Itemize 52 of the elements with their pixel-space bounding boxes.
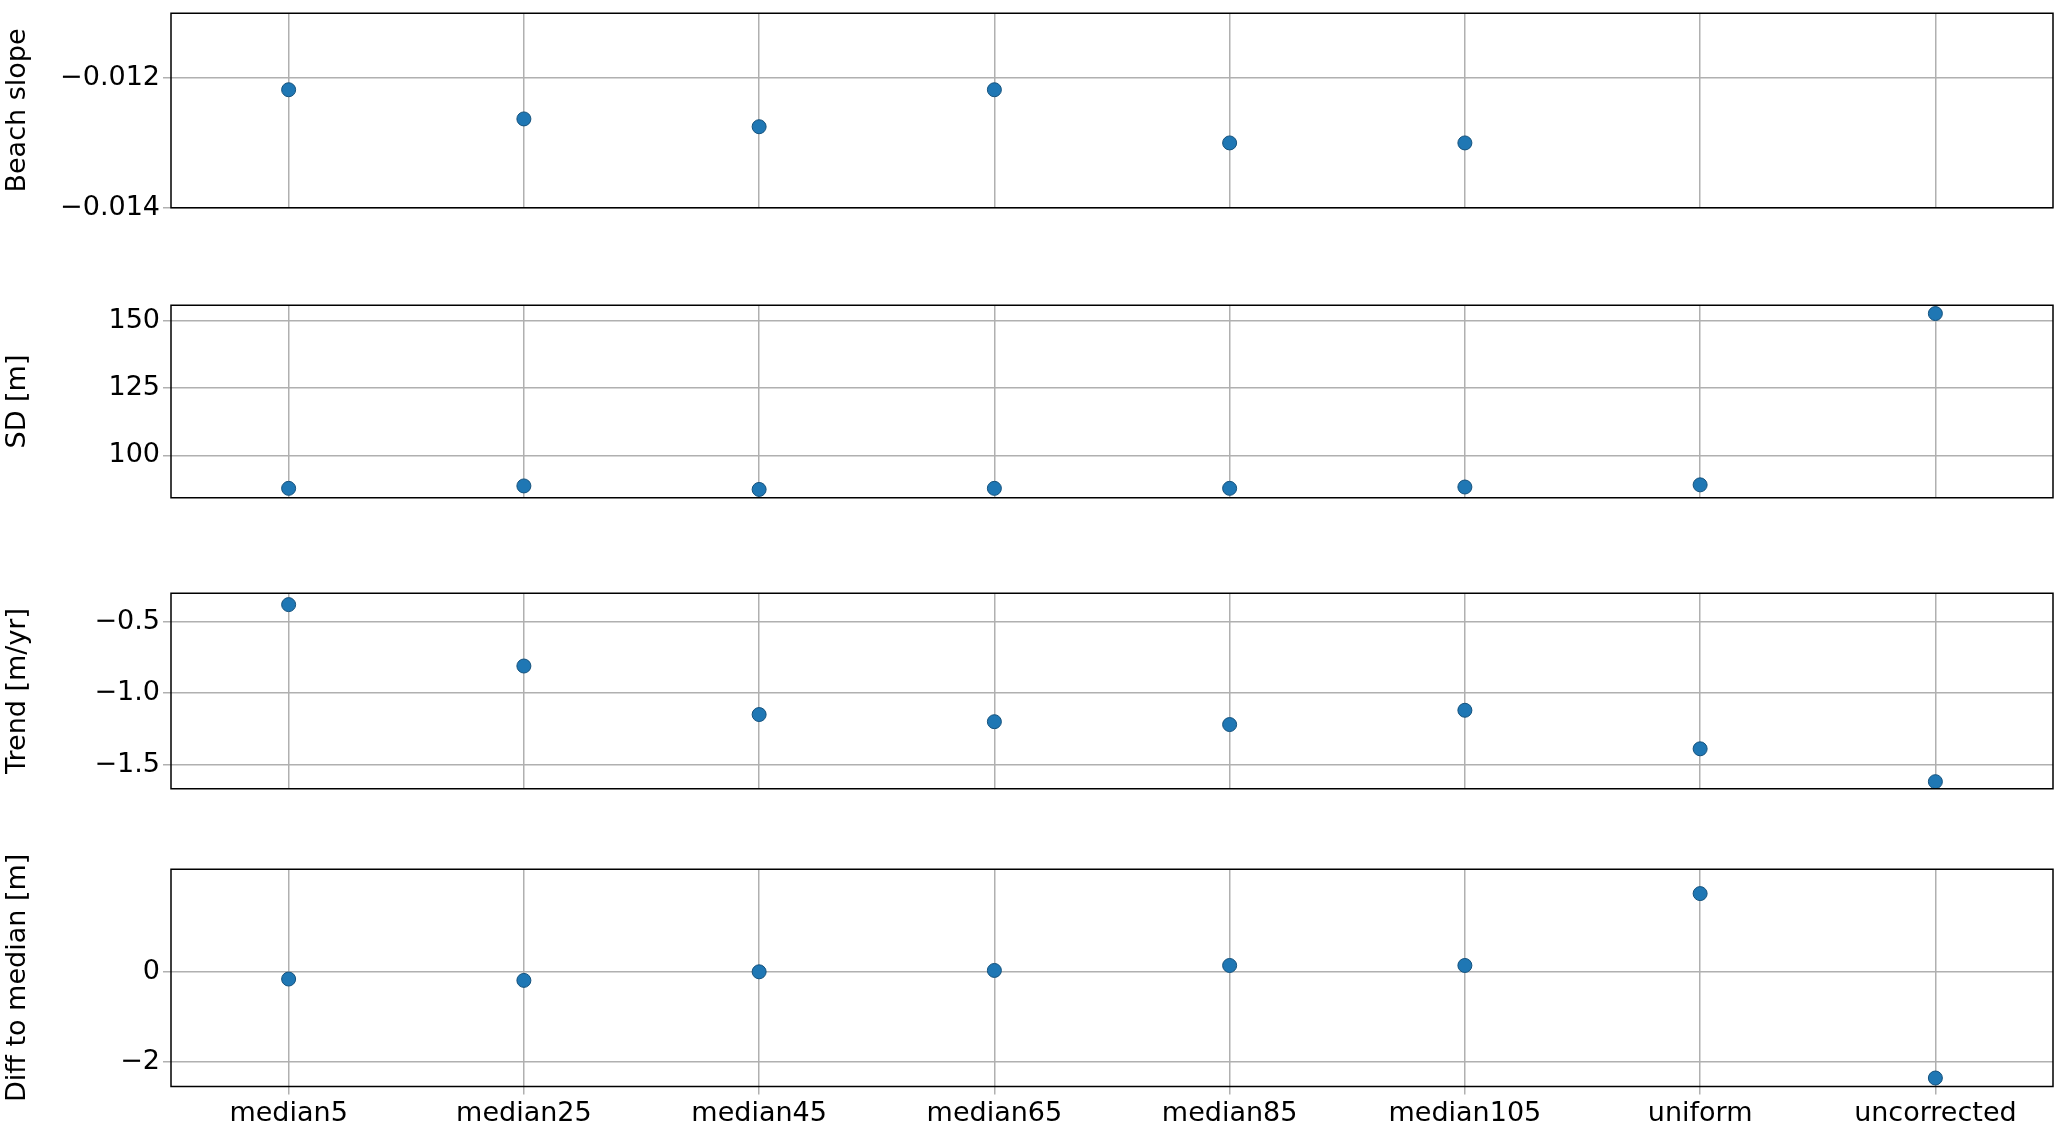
y-tick-label: −1.0 — [94, 675, 160, 707]
y-axis-title: Diff to median [m] — [0, 853, 32, 1103]
y-axis-title: Trend [m/yr] — [0, 607, 32, 776]
point — [516, 658, 532, 674]
point — [1927, 306, 1943, 322]
point — [1457, 702, 1473, 718]
x-tick-label: median5 — [229, 1095, 348, 1127]
x-tick-label: median45 — [691, 1095, 827, 1127]
x-tick-label: median85 — [1161, 1095, 1298, 1127]
x-tick-label: median25 — [456, 1095, 592, 1127]
point — [281, 480, 297, 496]
point — [281, 597, 297, 613]
point — [986, 480, 1002, 496]
point — [751, 964, 767, 980]
y-tick-label: −0.014 — [60, 189, 160, 221]
x-tick-label: uncorrected — [1854, 1095, 2017, 1127]
point — [751, 481, 767, 497]
y-tick-label: −1.5 — [94, 746, 160, 778]
point — [281, 82, 297, 98]
x-tick-label: uniform — [1647, 1095, 1753, 1127]
point — [751, 707, 767, 723]
point — [1927, 774, 1943, 789]
point — [516, 972, 532, 988]
point — [986, 714, 1002, 730]
y-tick-label: −2 — [120, 1044, 160, 1076]
point — [516, 111, 532, 127]
point — [1457, 479, 1473, 495]
y-axis-title: Beach slope — [0, 28, 32, 193]
y-tick-label: 0 — [142, 953, 160, 985]
point — [1457, 957, 1473, 973]
point — [1222, 717, 1238, 733]
point — [1692, 886, 1708, 902]
y-axis-title: SD [m] — [0, 354, 32, 449]
point — [1692, 741, 1708, 757]
point — [1927, 1070, 1943, 1086]
x-tick-label: median105 — [1388, 1095, 1542, 1127]
point — [986, 82, 1002, 98]
point — [281, 971, 297, 987]
y-tick-label: 150 — [108, 302, 160, 334]
y-tick-label: −0.012 — [60, 60, 160, 92]
y-tick-label: 100 — [108, 437, 160, 469]
y-tick-label: −0.5 — [94, 603, 160, 635]
point — [1692, 477, 1708, 493]
point — [1457, 135, 1473, 151]
point — [986, 962, 1002, 978]
point — [1222, 957, 1238, 973]
y-tick-label: 125 — [108, 370, 160, 402]
point — [1222, 135, 1238, 151]
point — [1222, 480, 1238, 496]
x-tick-label: median65 — [926, 1095, 1063, 1127]
point — [751, 119, 767, 135]
point — [516, 478, 532, 494]
